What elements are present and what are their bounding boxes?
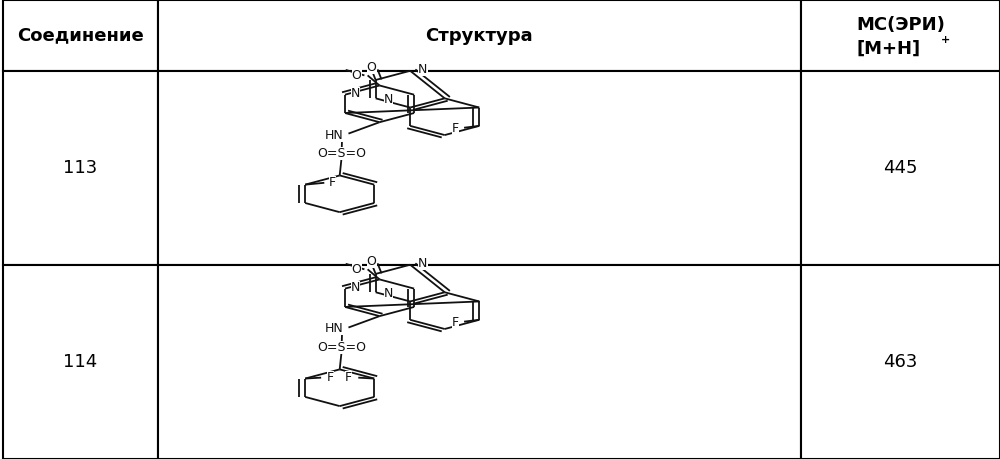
- Text: F: F: [345, 371, 352, 384]
- Text: F: F: [327, 371, 334, 384]
- Text: O: O: [367, 255, 377, 268]
- Bar: [158, 265, 801, 459]
- Bar: [3, 71, 158, 265]
- Text: N: N: [351, 87, 360, 100]
- Text: N: N: [384, 287, 393, 300]
- Text: Структура: Структура: [425, 27, 533, 45]
- Bar: [3, 265, 158, 459]
- Text: HN: HN: [325, 323, 344, 336]
- Text: N: N: [384, 93, 393, 106]
- Text: МС(ЭРИ): МС(ЭРИ): [856, 17, 945, 34]
- Bar: [801, 265, 1000, 459]
- Bar: [158, 0, 801, 71]
- Text: HN: HN: [325, 129, 344, 141]
- Bar: [158, 71, 801, 265]
- Text: Соединение: Соединение: [17, 27, 144, 45]
- Text: F: F: [452, 122, 459, 135]
- Text: 445: 445: [883, 159, 918, 177]
- Text: N: N: [351, 281, 360, 294]
- Text: O: O: [352, 69, 362, 82]
- Text: F: F: [452, 316, 459, 329]
- Text: N: N: [418, 257, 428, 270]
- Text: O: O: [352, 263, 362, 276]
- Text: F: F: [329, 176, 336, 189]
- Text: 463: 463: [883, 353, 918, 371]
- Text: [M+H]: [M+H]: [856, 39, 920, 57]
- Text: 113: 113: [63, 159, 98, 177]
- Text: O=S=O: O=S=O: [317, 147, 366, 160]
- Text: +: +: [941, 35, 950, 45]
- Text: O: O: [367, 61, 377, 73]
- Text: O=S=O: O=S=O: [317, 341, 366, 354]
- Text: N: N: [418, 63, 428, 76]
- Bar: [3, 0, 158, 71]
- Bar: [801, 71, 1000, 265]
- Bar: [801, 0, 1000, 71]
- Text: 114: 114: [63, 353, 98, 371]
